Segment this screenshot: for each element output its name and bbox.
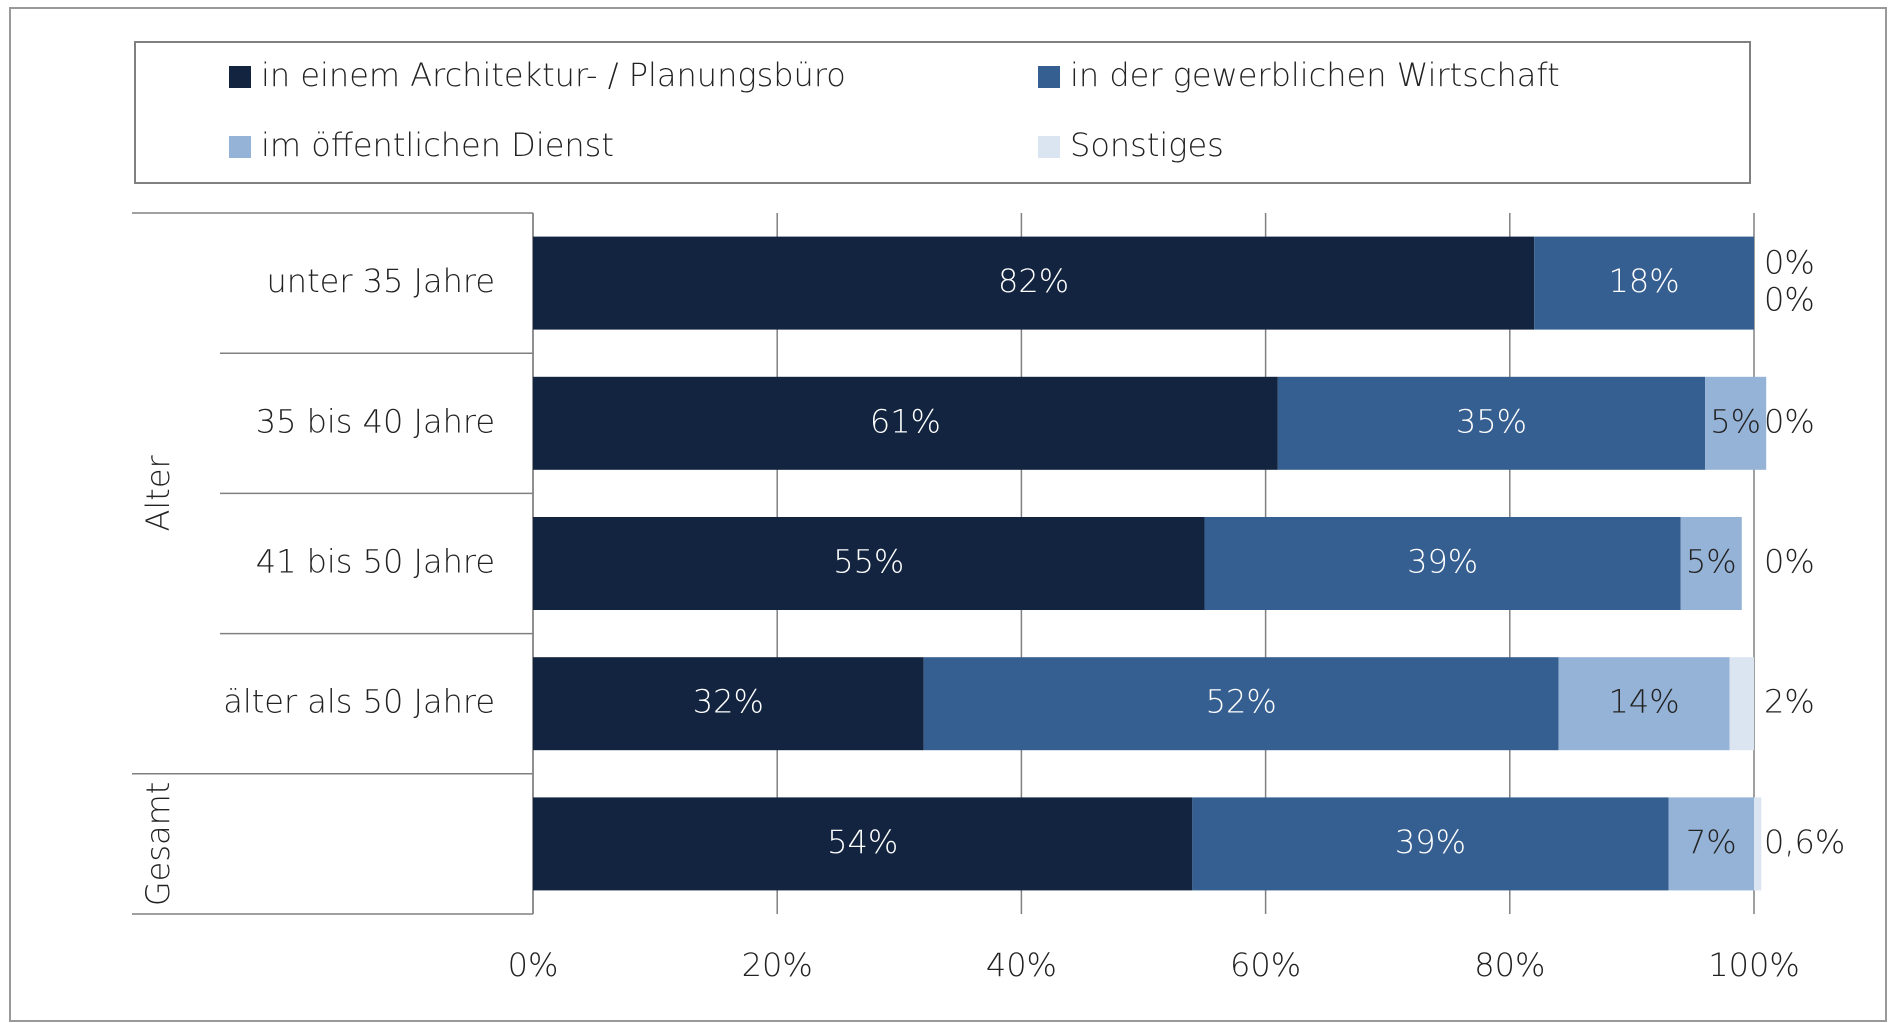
value-label: 0,6% bbox=[1764, 823, 1845, 861]
x-tick-label: 60% bbox=[1230, 946, 1301, 984]
value-label: 0% bbox=[1764, 543, 1815, 581]
value-label: 0% bbox=[1764, 281, 1815, 319]
bar-segment bbox=[1705, 376, 1767, 470]
x-tick-label: 40% bbox=[986, 946, 1057, 984]
bar-segment bbox=[1668, 797, 1754, 891]
bar-segment bbox=[923, 657, 1559, 751]
bar-segment bbox=[533, 517, 1205, 610]
value-label: 39% bbox=[1407, 543, 1478, 581]
category-label: 41 bis 50 Jahre bbox=[256, 543, 495, 581]
value-label: 5% bbox=[1710, 402, 1761, 440]
value-label: 82% bbox=[998, 262, 1069, 300]
value-label: 39% bbox=[1395, 823, 1466, 861]
value-label: 14% bbox=[1609, 683, 1680, 721]
value-label: 55% bbox=[833, 543, 904, 581]
bar-segment bbox=[1534, 236, 1754, 330]
bar-segment bbox=[533, 797, 1193, 891]
x-tick-label: 20% bbox=[742, 946, 813, 984]
category-label: unter 35 Jahre bbox=[267, 262, 495, 300]
legend-swatch bbox=[229, 136, 251, 158]
category-label: 35 bis 40 Jahre bbox=[256, 402, 495, 440]
group-label: Alter bbox=[139, 454, 177, 531]
bar-segment bbox=[1558, 657, 1730, 751]
bar-segment bbox=[1192, 797, 1669, 891]
legend-label: Sonstiges bbox=[1070, 126, 1224, 164]
group-label: Gesamt bbox=[139, 782, 177, 906]
value-label: 0% bbox=[1764, 244, 1815, 282]
legend-box bbox=[134, 41, 1751, 184]
value-label: 2% bbox=[1764, 683, 1815, 721]
bar-segment bbox=[1680, 517, 1742, 610]
x-tick-label: 80% bbox=[1474, 946, 1545, 984]
legend-swatch bbox=[229, 66, 251, 88]
value-label: 18% bbox=[1609, 262, 1680, 300]
bar-segment bbox=[1277, 376, 1706, 470]
value-label: 7% bbox=[1686, 823, 1737, 861]
bar-segment bbox=[533, 657, 924, 751]
legend-swatch bbox=[1038, 66, 1060, 88]
frame bbox=[9, 7, 1887, 1022]
x-tick-label: 0% bbox=[508, 946, 559, 984]
value-label: 54% bbox=[827, 823, 898, 861]
bar-segment bbox=[533, 376, 1278, 470]
x-tick-label: 100% bbox=[1708, 946, 1799, 984]
value-label: 0% bbox=[1764, 402, 1815, 440]
legend-swatch bbox=[1038, 136, 1060, 158]
value-label: 35% bbox=[1456, 402, 1527, 440]
legend-label: im öffentlichen Dienst bbox=[261, 126, 614, 164]
bar-segment bbox=[1729, 657, 1754, 751]
value-label: 52% bbox=[1206, 683, 1277, 721]
category-label: älter als 50 Jahre bbox=[223, 683, 495, 721]
legend-label: in einem Architektur- / Planungsbüro bbox=[261, 56, 846, 94]
value-label: 61% bbox=[870, 402, 941, 440]
legend-label: in der gewerblichen Wirtschaft bbox=[1070, 56, 1560, 94]
value-label: 5% bbox=[1686, 543, 1737, 581]
bar-segment bbox=[1204, 517, 1681, 610]
bar-segment bbox=[533, 236, 1535, 330]
value-label: 32% bbox=[693, 683, 764, 721]
bar-segment bbox=[1754, 797, 1762, 891]
